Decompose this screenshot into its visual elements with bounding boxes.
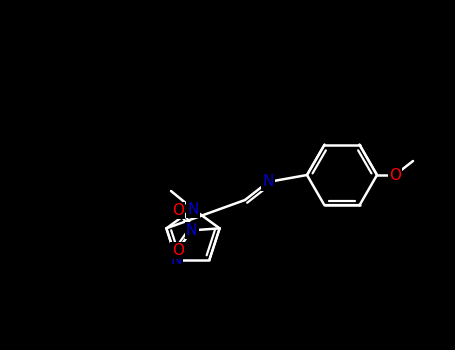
Text: O: O (172, 243, 184, 258)
Text: O: O (172, 203, 184, 218)
Text: O: O (389, 168, 401, 182)
Text: N: N (171, 252, 182, 267)
Text: N: N (187, 202, 199, 217)
Text: N: N (186, 223, 197, 238)
Text: N: N (263, 175, 274, 189)
